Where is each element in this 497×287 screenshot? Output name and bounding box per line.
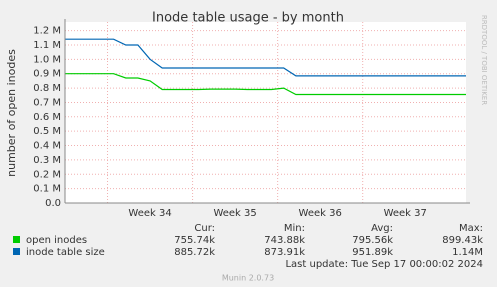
y-tick-label: 0.7 M xyxy=(33,97,61,108)
legend-label: inode table size xyxy=(26,247,105,258)
y-tick-label: 0.6 M xyxy=(33,112,61,123)
x-tick-label: Week 34 xyxy=(128,208,171,219)
stat-value: 885.72k xyxy=(174,247,215,258)
y-tick-label: 0.4 M xyxy=(33,141,61,152)
y-tick-label: 0.0 xyxy=(45,198,61,209)
y-tick-label: 0.9 M xyxy=(33,69,61,80)
y-tick-label: 0.1 M xyxy=(33,184,61,195)
x-tick-label: Week 36 xyxy=(299,208,342,219)
stat-header: Avg: xyxy=(371,223,393,234)
y-tick-label: 1.2 M xyxy=(33,26,61,37)
stat-value: 873.91k xyxy=(264,247,305,258)
stat-value: 951.89k xyxy=(352,247,393,258)
stat-header: Max: xyxy=(459,223,483,234)
x-tick-label: Week 35 xyxy=(213,208,256,219)
y-tick-label: 1.1 M xyxy=(33,40,61,51)
y-axis-label: number of open inodes xyxy=(5,49,18,177)
x-tick-label: Week 37 xyxy=(384,208,427,219)
stat-header: Cur: xyxy=(194,223,215,234)
chart-title: Inode table usage - by month xyxy=(152,11,344,26)
legend-swatch xyxy=(13,236,20,243)
stat-value: 743.88k xyxy=(264,235,305,246)
series-line xyxy=(65,73,466,96)
y-tick-label: 0.8 M xyxy=(33,83,61,94)
stat-value: 1.14M xyxy=(452,247,483,258)
stat-header: Min: xyxy=(284,223,305,234)
stat-value: 899.43k xyxy=(442,235,483,246)
series-line xyxy=(65,38,466,77)
y-tick-label: 0.5 M xyxy=(33,126,61,137)
stat-value: 755.74k xyxy=(174,235,215,246)
legend-swatch xyxy=(13,248,20,255)
last-update: Last update: Tue Sep 17 00:00:02 2024 xyxy=(285,259,483,270)
legend-label: open inodes xyxy=(26,235,87,246)
footer: Munin 2.0.73 xyxy=(222,274,274,283)
stat-value: 795.56k xyxy=(352,235,393,246)
y-tick-label: 0.2 M xyxy=(33,169,61,180)
watermark: RRDTOOL / TOBI OETIKER xyxy=(480,15,488,105)
y-tick-label: 0.3 M xyxy=(33,155,61,166)
y-tick-label: 1.0 M xyxy=(33,54,61,65)
plot-area xyxy=(65,22,466,203)
